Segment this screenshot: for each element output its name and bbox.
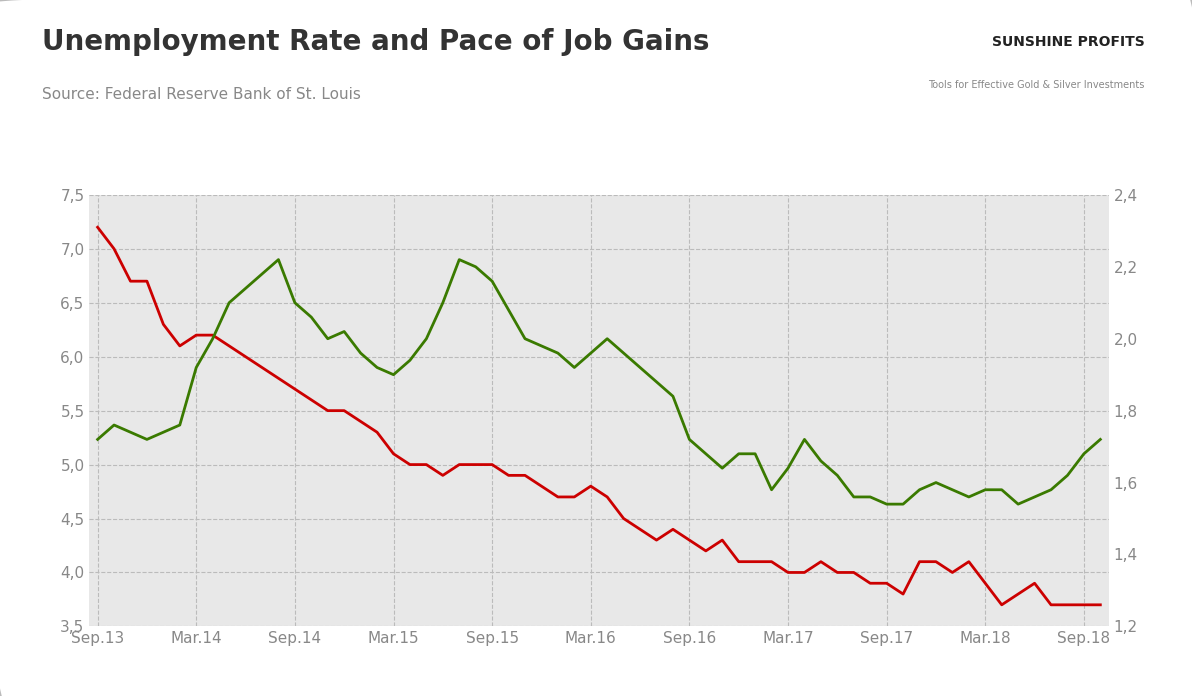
Text: Unemployment Rate and Pace of Job Gains: Unemployment Rate and Pace of Job Gains <box>42 28 709 56</box>
Text: SUNSHINE PROFITS: SUNSHINE PROFITS <box>992 35 1144 49</box>
Text: Tools for Effective Gold & Silver Investments: Tools for Effective Gold & Silver Invest… <box>927 80 1144 90</box>
Text: Source: Federal Reserve Bank of St. Louis: Source: Federal Reserve Bank of St. Loui… <box>42 87 361 102</box>
